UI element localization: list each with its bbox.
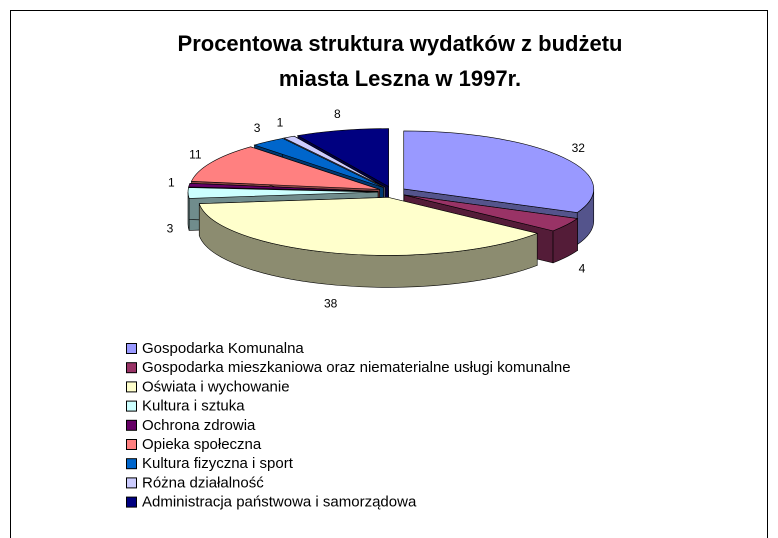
slice-top <box>296 128 389 188</box>
slice-top <box>253 138 384 188</box>
legend-swatch <box>126 381 137 393</box>
value-label: 3 <box>254 121 261 135</box>
value-label: 3 <box>167 221 174 235</box>
value-label: 1 <box>168 176 175 190</box>
value-label: 32 <box>572 141 586 155</box>
legend-swatch <box>126 419 137 431</box>
legend-label: Administracja państwowa i samorządowa <box>142 494 417 511</box>
slice-top <box>190 146 380 190</box>
legend-swatch <box>126 343 137 354</box>
legend-swatch <box>126 477 137 489</box>
slice-top <box>188 182 379 192</box>
value-label: 8 <box>334 107 341 121</box>
slice-top <box>198 197 539 256</box>
value-label: 4 <box>579 261 586 275</box>
chart-title: miasta Leszna w 1997r. <box>279 66 521 91</box>
slice-top <box>187 187 379 199</box>
legend-label: Gospodarka Komunalna <box>142 340 304 357</box>
slice-top <box>403 130 595 213</box>
legend-swatch <box>126 439 137 450</box>
legend-swatch <box>126 400 137 412</box>
value-label: 11 <box>189 147 202 161</box>
legend-label: Różna działalność <box>142 474 264 491</box>
slice <box>198 197 539 288</box>
legend-label: Kultura fizyczna i sport <box>142 455 294 472</box>
chart-frame <box>10 10 768 538</box>
legend-label: Kultura i sztuka <box>142 398 245 415</box>
legend-label: Oświata i wychowanie <box>142 378 290 395</box>
value-label: 38 <box>324 297 338 311</box>
legend-label: Gospodarka mieszkaniowa oraz niematerial… <box>142 359 571 376</box>
legend-label: Ochrona zdrowia <box>142 417 256 434</box>
chart-title: Procentowa struktura wydatków z budżetu <box>178 31 623 56</box>
slice-top <box>283 135 386 188</box>
value-label: 1 <box>277 115 284 129</box>
legend-swatch <box>126 496 137 508</box>
slice-top <box>403 194 579 232</box>
legend-swatch <box>126 458 137 470</box>
legend-swatch <box>126 362 137 374</box>
legend-label: Opieka społeczna <box>142 436 262 453</box>
